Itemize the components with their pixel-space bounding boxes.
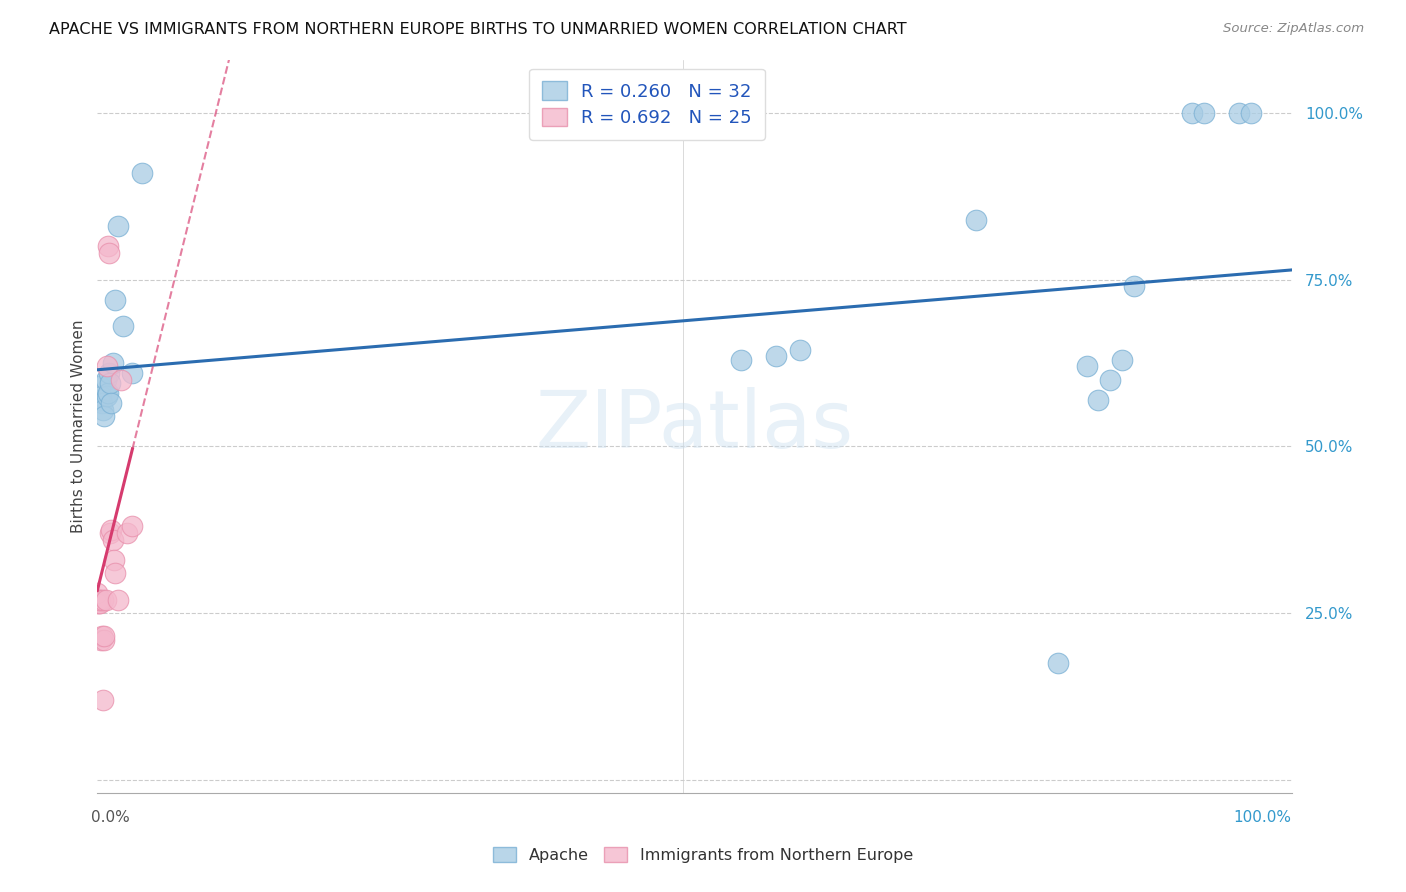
Point [91,629,114,643]
Point [98,376,121,390]
Point [101,356,124,370]
Point [1240,106,1263,120]
Point [91,692,114,706]
Point [112,319,135,334]
Point [101,533,124,547]
Point [91,402,114,417]
Point [1122,279,1144,293]
Point [96,389,118,403]
Point [90,632,112,647]
Point [87,596,110,610]
Point [94,592,117,607]
Point [98,525,121,540]
Point [730,352,752,367]
Point [89,592,111,607]
Legend: R = 0.260   N = 32, R = 0.692   N = 25: R = 0.260 N = 32, R = 0.692 N = 25 [529,69,765,140]
Text: APACHE VS IMMIGRANTS FROM NORTHERN EUROPE BIRTHS TO UNMARRIED WOMEN CORRELATION : APACHE VS IMMIGRANTS FROM NORTHERN EUROP… [49,22,907,37]
Point [87,392,110,407]
Legend: Apache, Immigrants from Northern Europe: Apache, Immigrants from Northern Europe [485,838,921,871]
Point [1181,106,1204,120]
Point [86,586,108,600]
Point [100,523,122,537]
Y-axis label: Births to Unmarried Women: Births to Unmarried Women [72,319,86,533]
Point [86,596,108,610]
Point [87,592,110,607]
Point [98,246,121,260]
Point [110,373,132,387]
Point [93,629,115,643]
Text: ZIPatlas: ZIPatlas [536,387,853,466]
Point [98,366,121,380]
Text: Source: ZipAtlas.com: Source: ZipAtlas.com [1223,22,1364,36]
Point [89,379,111,393]
Point [789,343,811,357]
Point [131,166,153,180]
Point [765,349,787,363]
Point [1227,106,1250,120]
Point [104,566,127,580]
Point [93,409,115,424]
Point [121,519,143,533]
Point [1111,352,1133,367]
Point [1046,656,1069,670]
Point [94,373,117,387]
Point [93,632,115,647]
Point [96,359,118,374]
Point [121,366,143,380]
Point [1087,392,1109,407]
Text: 100.0%: 100.0% [1233,810,1292,824]
Point [100,396,122,410]
Point [103,552,125,566]
Point [1099,373,1122,387]
Point [1192,106,1215,120]
Text: 0.0%: 0.0% [91,810,131,824]
Point [1076,359,1098,374]
Point [89,596,111,610]
Point [91,592,114,607]
Point [91,396,114,410]
Point [115,525,138,540]
Point [107,592,129,607]
Point [97,385,120,400]
Point [107,219,129,234]
Point [90,389,112,403]
Point [104,293,127,307]
Point [965,212,987,227]
Point [97,239,120,253]
